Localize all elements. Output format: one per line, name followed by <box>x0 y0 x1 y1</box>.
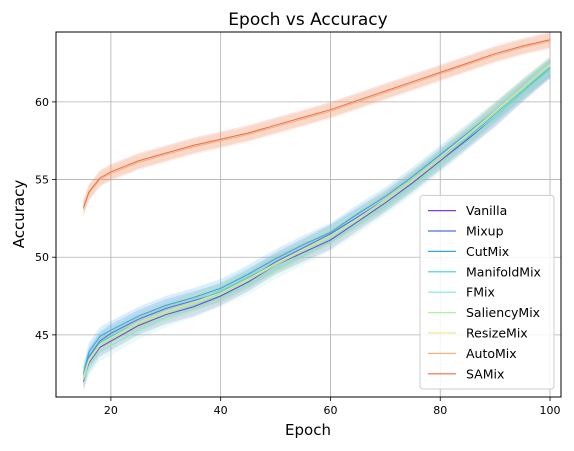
band-vanilla <box>83 60 551 391</box>
legend: Vanilla Mixup CutMix ManifoldMix FMix Salienc… <box>419 194 555 390</box>
legend-label-vanilla: Vanilla <box>466 203 507 218</box>
band-saliencymix <box>83 56 551 388</box>
legend-label-manifoldmix: ManifoldMix <box>466 264 541 279</box>
x-tick-label: 40 <box>214 404 228 417</box>
y-tick-label: 45 <box>35 329 49 342</box>
series-line-fmix <box>82 68 551 381</box>
legend-label-automix: AutoMix <box>466 346 517 361</box>
x-axis-ticks: 20 40 60 80 100 <box>104 397 561 417</box>
legend-label-fmix: FMix <box>466 285 495 300</box>
series-line-cutmix <box>82 65 551 374</box>
x-tick-label: 80 <box>433 404 447 417</box>
y-tick-label: 50 <box>35 251 49 264</box>
band-resizemix <box>83 55 551 387</box>
x-tick-label: 100 <box>540 404 561 417</box>
legend-label-samix: SAMix <box>466 366 504 381</box>
legend-label-mixup: Mixup <box>466 224 504 239</box>
series-line-samix <box>82 39 551 208</box>
y-axis-ticks: 45 50 55 60 <box>35 96 56 342</box>
band-manifoldmix <box>83 58 551 385</box>
legend-label-saliencymix: SaliencyMix <box>466 305 540 320</box>
series-lines <box>82 39 551 382</box>
y-tick-label: 55 <box>35 174 49 187</box>
y-axis-title: Accuracy <box>10 180 28 249</box>
x-tick-label: 60 <box>323 404 337 417</box>
band-automix <box>83 33 551 217</box>
series-line-resizemix <box>82 64 551 377</box>
band-samix <box>83 32 551 216</box>
legend-label-cutmix: CutMix <box>466 244 509 259</box>
legend-box <box>419 194 555 390</box>
y-tick-label: 60 <box>35 96 49 109</box>
x-tick-label: 20 <box>104 404 118 417</box>
x-axis-title: Epoch <box>285 421 331 439</box>
series-line-automix <box>82 40 551 210</box>
series-line-saliencymix <box>82 65 551 379</box>
plot-area-frame <box>55 31 562 398</box>
legend-label-resizemix: ResizeMix <box>466 326 528 341</box>
band-fmix <box>83 60 551 390</box>
series-line-vanilla <box>82 68 551 382</box>
chart-title: Epoch vs Accuracy <box>228 10 387 30</box>
